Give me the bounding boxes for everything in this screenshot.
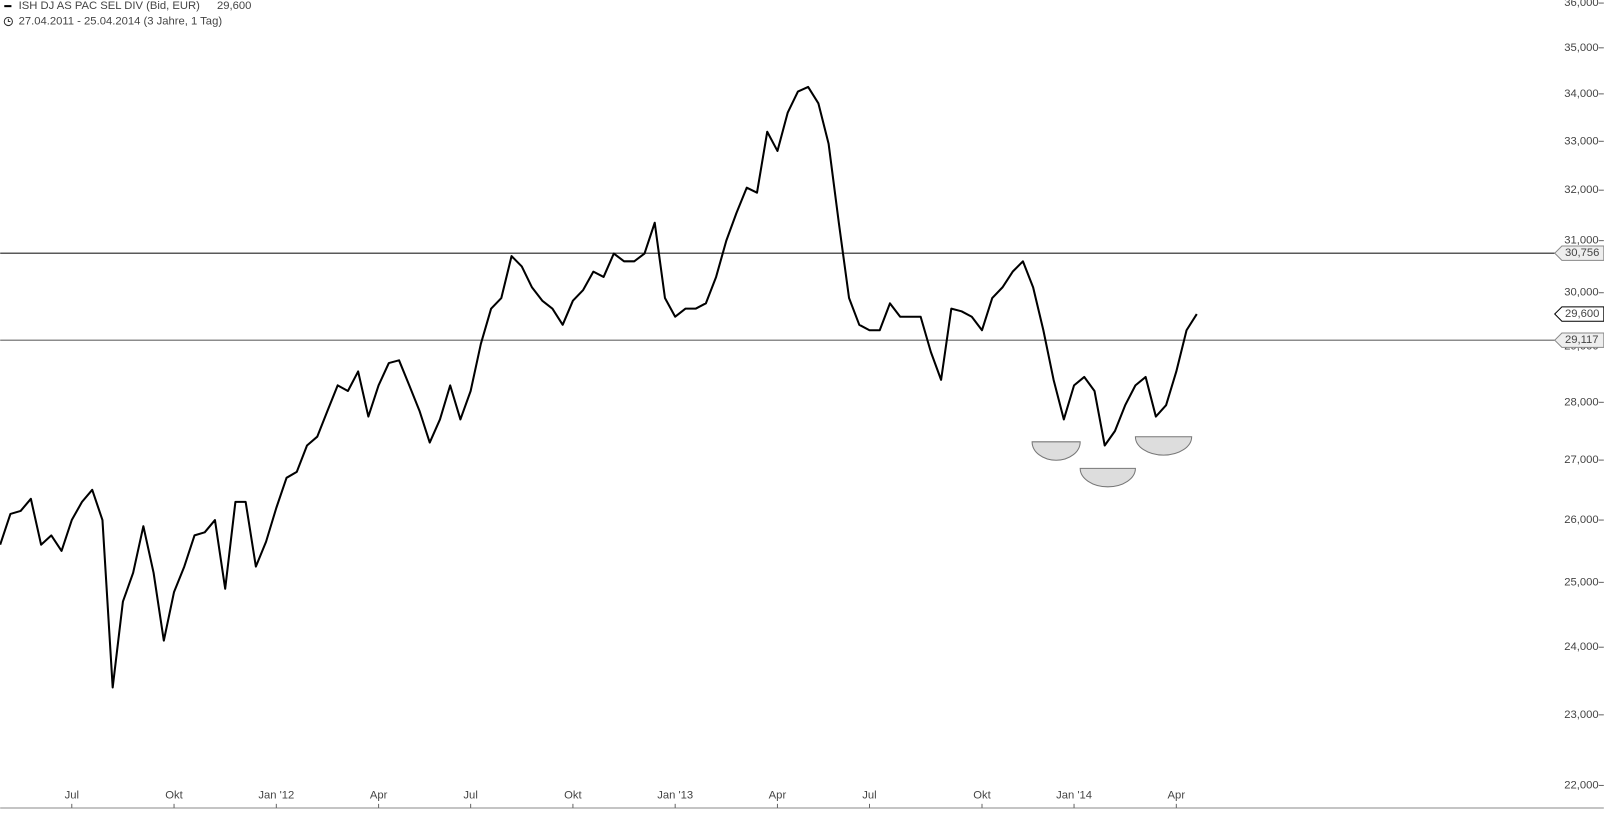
last-price: 29,600 xyxy=(217,0,251,12)
y-tick-label: 34,000 xyxy=(1564,88,1598,100)
x-tick-label: Jul xyxy=(463,790,477,802)
y-tick-label: 24,000 xyxy=(1564,641,1598,653)
x-tick-label: Jul xyxy=(65,790,79,802)
x-tick-label: Apr xyxy=(769,790,787,802)
x-tick-label: Apr xyxy=(1168,790,1186,802)
x-tick-label: Apr xyxy=(370,790,388,802)
y-tick-label: 22,000 xyxy=(1564,779,1598,791)
y-tick-label: 36,000 xyxy=(1564,0,1598,9)
x-tick-label: Okt xyxy=(564,790,582,802)
x-tick-label: Jan '12 xyxy=(258,790,294,802)
x-tick-label: Jan '14 xyxy=(1056,790,1092,802)
chart-title: ISH DJ AS PAC SEL DIV (Bid, EUR) xyxy=(19,0,201,12)
clock-hands xyxy=(7,18,11,22)
y-tick-label: 33,000 xyxy=(1564,135,1598,147)
x-tick-label: Jul xyxy=(862,790,876,802)
x-tick-label: Jan '13 xyxy=(657,790,693,802)
y-tick-label: 31,000 xyxy=(1564,235,1598,247)
y-tick-label: 32,000 xyxy=(1564,184,1598,196)
y-tick-label: 23,000 xyxy=(1564,709,1598,721)
y-tick-label: 25,000 xyxy=(1564,576,1598,588)
last-label: 29,600 xyxy=(1565,308,1599,320)
y-tick-label: 35,000 xyxy=(1564,42,1598,54)
annotation-shape xyxy=(1134,436,1193,456)
annotation-shape xyxy=(1079,467,1136,488)
x-tick-label: Okt xyxy=(165,790,183,802)
level-label: 29,117 xyxy=(1565,334,1599,346)
price-line xyxy=(0,85,1198,689)
x-tick-label: Okt xyxy=(973,790,991,802)
annotation-shape xyxy=(1031,441,1081,461)
y-tick-label: 30,000 xyxy=(1564,287,1598,299)
clock-icon xyxy=(3,16,13,27)
level-label: 30,756 xyxy=(1565,247,1599,259)
y-tick-label: 27,000 xyxy=(1564,454,1598,466)
y-tick-label: 28,000 xyxy=(1564,396,1598,408)
chart-subtitle: 27.04.2011 - 25.04.2014 (3 Jahre, 1 Tag) xyxy=(19,15,223,27)
y-tick-label: 26,000 xyxy=(1564,514,1598,526)
